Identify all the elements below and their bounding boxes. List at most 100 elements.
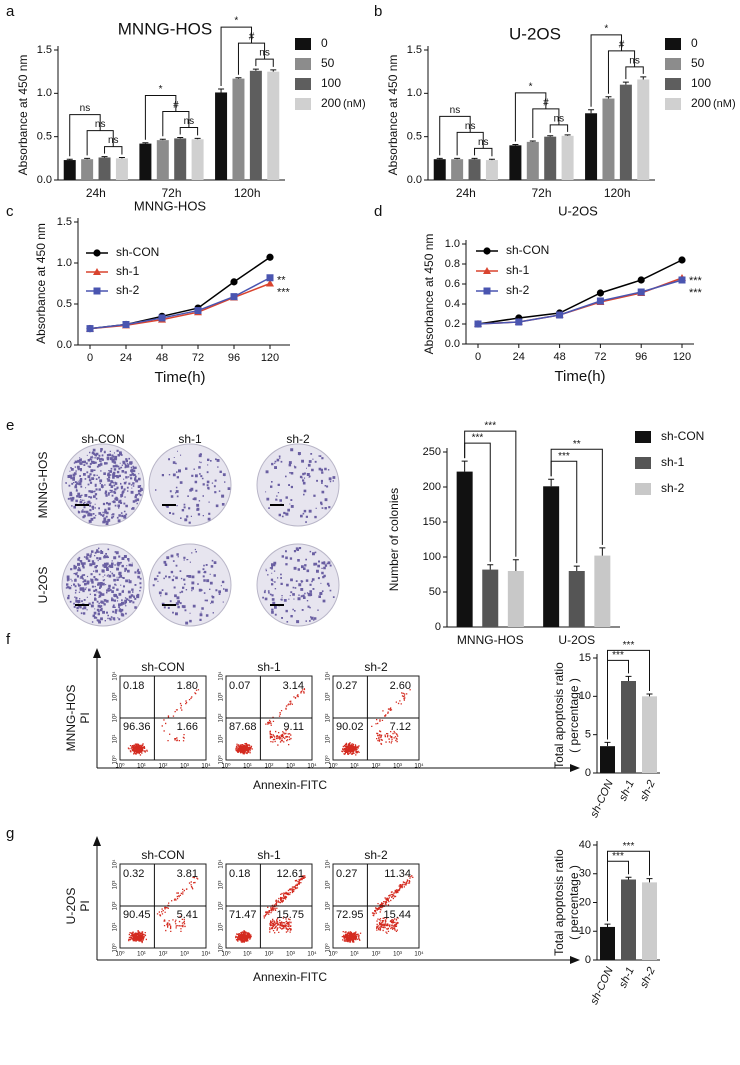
data-point (266, 253, 274, 261)
error-bar (646, 693, 653, 697)
quadrant-value: 7.12 (390, 721, 411, 733)
bar (451, 159, 464, 180)
significance-bracket (255, 58, 274, 67)
panel-label: c (6, 203, 14, 220)
y-axis-label: ( percentage ) (567, 678, 581, 753)
x-tick-label: 72 (594, 351, 606, 363)
y-tick-label: 10² (113, 714, 119, 723)
error-bar (512, 143, 519, 146)
data-point (596, 297, 604, 305)
data-point (158, 314, 166, 322)
y-tick-label: 10⁰ (218, 755, 225, 765)
significance-bracket (144, 95, 177, 140)
significance-bracket (69, 114, 101, 157)
data-point (122, 321, 130, 328)
legend-swatch (665, 38, 681, 50)
error-bar (564, 134, 571, 136)
error-bar (177, 137, 184, 139)
y-tick-label: 0 (435, 621, 441, 633)
y-tick-label: 0.8 (445, 258, 460, 270)
quadrant-value: 72.95 (336, 909, 364, 921)
x-axis-label: Time(h) (554, 368, 605, 385)
legend-label: sh-1 (506, 263, 530, 277)
panel-label: b (374, 3, 382, 20)
y-tick-label: 0.5 (407, 131, 422, 143)
bar (600, 926, 615, 960)
legend-swatch (295, 78, 311, 90)
quadrant-value: 0.07 (229, 680, 250, 692)
x-tick-label: 10² (159, 952, 168, 958)
data-point (230, 293, 238, 301)
error-bar (604, 923, 611, 927)
data-point (515, 318, 523, 326)
significance-label: *** (623, 841, 635, 852)
x-tick-label: 24h (86, 186, 106, 200)
y-tick-label: 10² (219, 714, 225, 723)
legend-label: sh-2 (116, 283, 140, 297)
data-point (678, 276, 686, 284)
y-tick-label: 10³ (219, 881, 225, 890)
quadrant-value: 71.47 (229, 909, 257, 921)
x-tick-label: 10⁰ (221, 763, 231, 770)
colony-dots (65, 547, 142, 624)
y-axis-label: Number of colonies (387, 488, 401, 591)
y-tick-label: 1.5 (407, 44, 422, 56)
cell-events (341, 875, 414, 943)
bar (642, 882, 657, 960)
x-tick-label: 10⁴ (307, 763, 317, 770)
error-bar (605, 96, 612, 99)
error-bar (159, 138, 166, 141)
error-bar (252, 68, 259, 71)
quadrant-value: 90.45 (123, 909, 151, 921)
x-tick-label: 10³ (286, 764, 295, 770)
legend-marker (93, 287, 101, 295)
plot-title: sh-2 (364, 848, 388, 862)
panel-label: a (6, 3, 15, 20)
significance-label: ** (573, 439, 581, 450)
error-bar (512, 559, 519, 571)
x-tick-label: 10² (372, 952, 381, 958)
x-tick-label: 10¹ (350, 952, 359, 958)
y-tick-label: 10⁴ (218, 671, 225, 681)
y-tick-label: 1.0 (407, 87, 422, 99)
significance-bracket (220, 26, 253, 86)
bar (509, 145, 522, 180)
y-tick-label: 10³ (326, 693, 332, 702)
y-tick-label: 100 (423, 551, 441, 563)
x-tick-label: 10³ (180, 952, 189, 958)
x-axis-label: Annexin-FITC (253, 778, 327, 792)
error-bar (646, 878, 653, 883)
y-tick-label: 10³ (326, 881, 332, 890)
error-bar (461, 460, 468, 472)
legend-marker (93, 268, 101, 275)
significance-label: * (234, 16, 238, 27)
y-tick-label: 15 (579, 652, 591, 664)
error-bar (604, 741, 611, 747)
y-tick-label: 40 (579, 839, 591, 851)
y-tick-label: 1.0 (37, 87, 52, 99)
series-line (89, 277, 271, 330)
data-point (637, 276, 645, 284)
quadrant-value: 0.27 (336, 868, 357, 880)
legend-label: 50 (691, 56, 705, 70)
y-tick-label: 10² (219, 902, 225, 911)
x-tick-label: 10² (159, 764, 168, 770)
legend-label: 100 (321, 76, 341, 90)
error-bar (101, 156, 108, 158)
error-bar (142, 142, 149, 144)
y-tick-label: 10¹ (219, 923, 225, 932)
data-point (230, 278, 238, 286)
significance-bracket (549, 124, 569, 133)
y-tick-label: 250 (423, 446, 441, 458)
quadrant-value: 0.18 (229, 868, 250, 880)
quadrant-value: 2.60 (390, 680, 411, 692)
significance-bracket (104, 146, 123, 155)
y-tick-label: 10⁴ (325, 671, 332, 681)
error-bar (218, 88, 225, 93)
bar (139, 143, 152, 180)
y-tick-label: 10⁴ (325, 859, 332, 869)
y-tick-label: 10¹ (219, 735, 225, 744)
x-tick-label: U-2OS (558, 633, 595, 647)
legend-marker (483, 267, 491, 274)
error-bar (84, 157, 91, 160)
